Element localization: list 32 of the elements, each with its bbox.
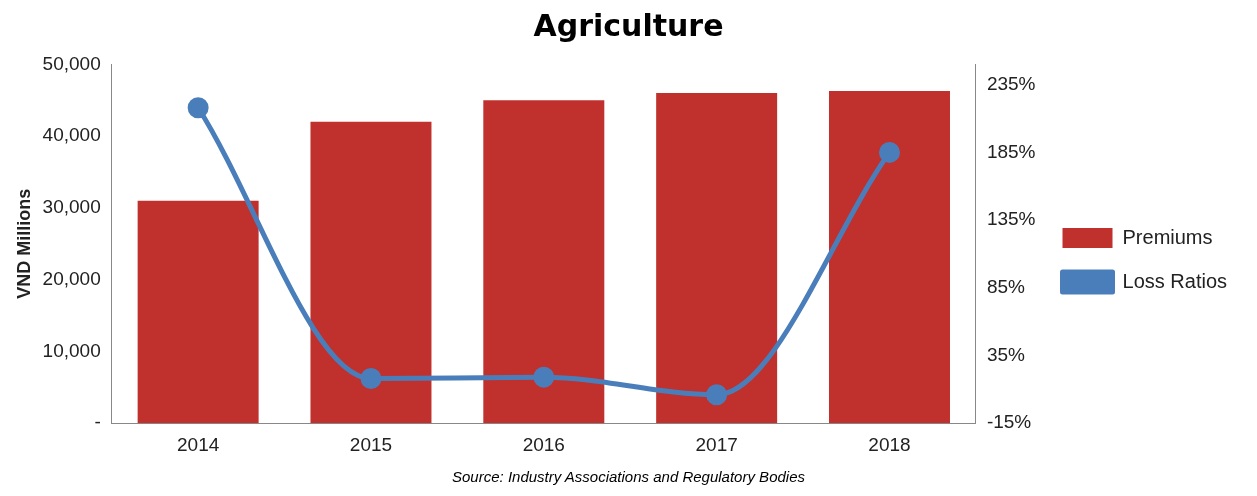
y2-tick-label: 85% [986, 276, 1026, 298]
x-tick-label: 2014 [176, 433, 220, 455]
x-tick-label: 2018 [868, 433, 911, 455]
y-tick-label: 10,000 [42, 339, 101, 361]
y2-tick-label: 185% [986, 140, 1036, 162]
x-tick-label: 2016 [522, 433, 565, 455]
legend-label: Premiums [1122, 225, 1213, 248]
y2-tick-label: 135% [986, 208, 1036, 230]
point [533, 366, 555, 388]
y-tick-label: 20,000 [42, 267, 101, 289]
y-tick-label: 50,000 [42, 52, 101, 74]
y2-tick-label: 35% [986, 343, 1026, 365]
y-tick-label: 30,000 [42, 196, 101, 218]
bar [310, 121, 432, 424]
bar [829, 90, 950, 424]
point [187, 97, 209, 119]
source-note: Source: Industry Associations and Regulatory Bodies [451, 468, 806, 485]
y-tick-label: 40,000 [42, 124, 101, 146]
y2-tick-label: 235% [986, 72, 1036, 94]
bar [137, 200, 259, 424]
y-tick-label: - [94, 411, 101, 433]
bar [656, 93, 778, 424]
bar [483, 100, 605, 424]
chart-title: Agriculture [532, 8, 725, 43]
x-tick-label: 2015 [349, 433, 393, 455]
y2-tick-label: -15% [986, 411, 1032, 433]
x-tick-label: 2017 [695, 433, 738, 455]
legend-label: Loss Ratios [1122, 269, 1228, 292]
y-axis-title: VND Millions [13, 188, 34, 299]
point [360, 368, 382, 390]
point [878, 141, 900, 163]
point [706, 384, 728, 406]
